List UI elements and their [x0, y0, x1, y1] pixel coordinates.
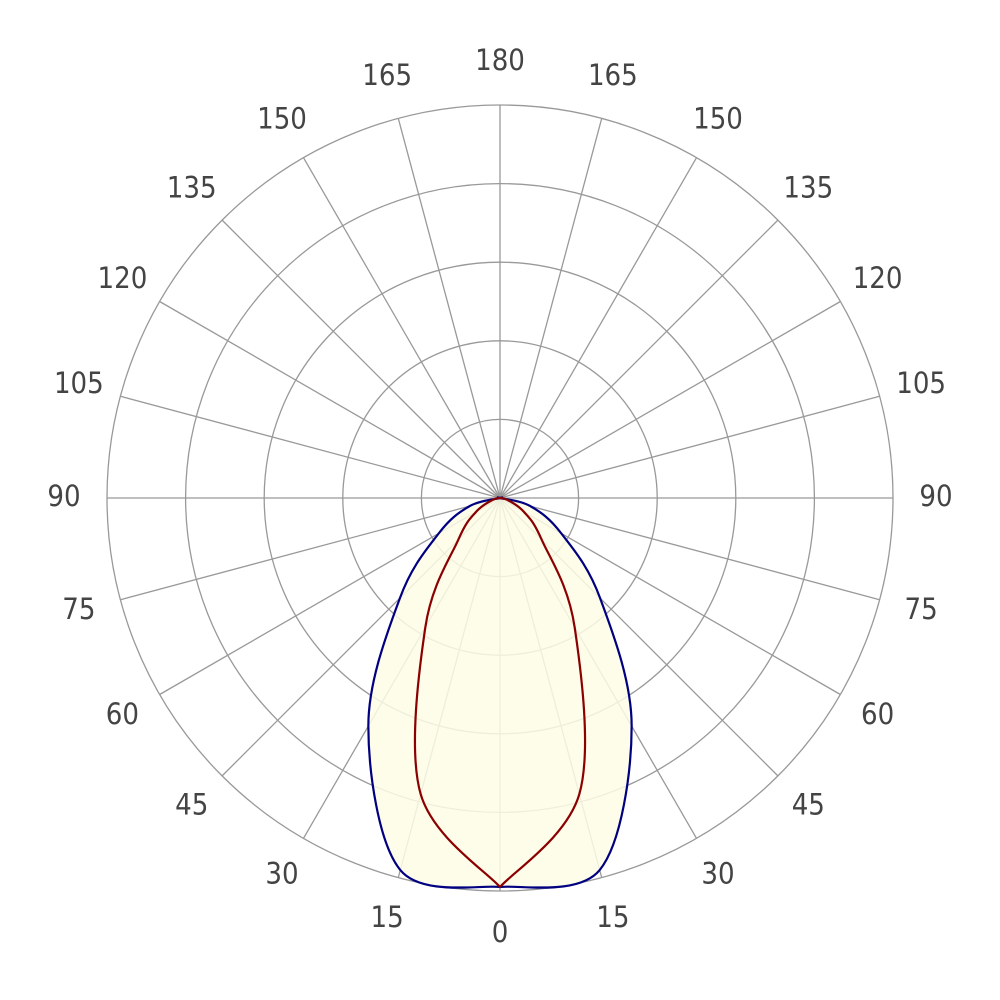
angle-label: 0	[492, 915, 509, 949]
intensity-curve	[367, 496, 504, 889]
angle-label: 105	[896, 366, 946, 400]
angle-label: 105	[54, 366, 104, 400]
grid-spoke	[499, 497, 880, 601]
angle-label: 45	[792, 787, 825, 821]
angle-label: 150	[257, 101, 307, 135]
angle-label: 135	[167, 171, 217, 205]
angle-label: 60	[861, 697, 894, 731]
grid-spoke	[499, 157, 698, 499]
angle-label: 75	[62, 592, 95, 626]
intensity-curve	[413, 496, 502, 888]
angle-label: 120	[98, 261, 148, 295]
grid-spoke	[499, 219, 779, 499]
grid-spoke	[499, 300, 841, 499]
angle-label: 30	[701, 857, 734, 891]
angle-label: 75	[905, 592, 938, 626]
grid-spoke	[499, 395, 880, 499]
angle-label: 15	[371, 900, 404, 934]
grid-spoke	[120, 395, 501, 499]
angle-label: 165	[588, 58, 638, 92]
angle-label: 15	[596, 900, 629, 934]
angle-label: 45	[175, 787, 208, 821]
angle-label: 120	[853, 261, 903, 295]
angle-label: 150	[693, 101, 743, 135]
angle-label: 135	[783, 171, 833, 205]
intensity-curve	[496, 496, 633, 889]
angle-label: 90	[47, 479, 80, 513]
grid-spoke	[397, 118, 501, 499]
grid-spoke	[499, 118, 603, 499]
grid-spoke	[120, 497, 501, 601]
angle-label: 165	[362, 58, 412, 92]
grid-spoke	[302, 157, 501, 499]
angle-label: 60	[106, 697, 139, 731]
angle-label: 90	[919, 479, 952, 513]
grid-spoke	[159, 300, 501, 499]
grid-spoke	[221, 219, 501, 499]
angle-label: 30	[265, 857, 298, 891]
angle-label: 180	[475, 43, 525, 77]
